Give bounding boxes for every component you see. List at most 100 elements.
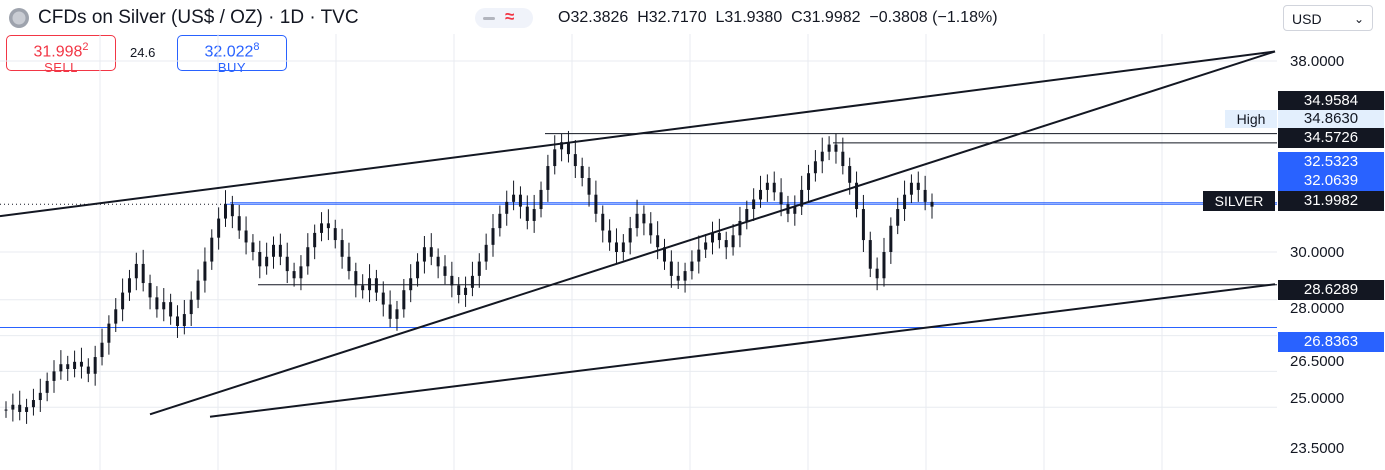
candle-body xyxy=(121,292,125,310)
candle-body xyxy=(505,201,509,214)
candle-body xyxy=(923,189,927,202)
candle-body xyxy=(793,206,797,214)
candle-body xyxy=(772,182,776,193)
chart-title: CFDs on Silver (US$ / OZ) · 1D · TVC xyxy=(38,7,359,28)
candle-body xyxy=(11,404,15,410)
currency-select[interactable]: USD ⌄ xyxy=(1283,5,1373,31)
candle-body xyxy=(313,232,317,248)
axis-tick-label: 28.0000 xyxy=(1290,300,1345,317)
ohlc-readout: O32.3826 H32.7170 L31.9380 C31.9982 −0.3… xyxy=(558,9,998,27)
sell-price-sup: 2 xyxy=(82,41,89,53)
candle-body xyxy=(354,271,358,286)
candle-body xyxy=(614,242,618,252)
candle-body xyxy=(601,213,605,231)
candle-body xyxy=(738,220,742,236)
candle-body xyxy=(381,292,385,305)
candle-body xyxy=(368,278,372,291)
candle-body xyxy=(93,357,97,374)
candle-body xyxy=(66,364,70,369)
candle-body xyxy=(662,247,666,262)
candle-body xyxy=(848,166,852,183)
candle-body xyxy=(52,371,56,381)
candle-body xyxy=(272,244,276,257)
wave-icon[interactable]: ≈ xyxy=(505,7,515,26)
candle-body xyxy=(697,249,701,262)
candle-body xyxy=(443,266,447,276)
candle-body xyxy=(134,263,138,279)
candle-body xyxy=(402,290,406,310)
high-value: 32.7170 xyxy=(648,9,707,26)
candle-body xyxy=(868,240,872,269)
candle-body xyxy=(855,182,859,210)
candle-body xyxy=(656,235,660,248)
axis-tick-label: 30.0000 xyxy=(1290,244,1345,261)
candle-body xyxy=(875,268,879,279)
candle-body xyxy=(889,225,893,252)
candle-body xyxy=(107,323,111,343)
candle-body xyxy=(621,242,625,252)
candle-body xyxy=(827,144,831,152)
price-tag: 34.5726 xyxy=(1278,128,1384,148)
candle-body xyxy=(45,380,49,393)
buy-button[interactable]: 32.0228 BUY xyxy=(177,35,287,76)
candle-body xyxy=(518,194,522,207)
candle-body xyxy=(498,213,502,229)
candle-body xyxy=(560,142,564,150)
trendline xyxy=(209,283,1276,418)
candle-body xyxy=(464,287,468,295)
candle-body xyxy=(546,166,550,190)
candle-body xyxy=(477,261,481,276)
indicator-toggle-pill[interactable]: ≈ xyxy=(475,7,533,28)
sell-price: 31.9982 xyxy=(7,38,115,61)
candle-body xyxy=(182,314,186,327)
high-marker-label: High xyxy=(1225,110,1277,128)
candle-body xyxy=(258,252,262,267)
sell-label: SELL xyxy=(44,60,78,76)
change-value: −0.3808 (−1.18%) xyxy=(869,9,998,26)
candle-body xyxy=(388,304,392,319)
candle-body xyxy=(841,151,845,167)
last-price-tag: 31.9982 xyxy=(1278,191,1384,211)
candle-body xyxy=(930,201,934,207)
candle-body xyxy=(909,182,913,195)
candle-body xyxy=(759,189,763,200)
sell-button[interactable]: 31.9982 SELL xyxy=(6,35,116,76)
candle-body xyxy=(73,361,77,369)
candle-body xyxy=(669,261,673,276)
candle-body xyxy=(18,404,22,412)
low-label: L xyxy=(715,9,725,26)
candle-body xyxy=(470,275,474,288)
candle-body xyxy=(450,275,454,286)
axis-tick-label: 23.5000 xyxy=(1290,440,1345,457)
high-label: H xyxy=(637,9,649,26)
axis-tick-label: 26.5000 xyxy=(1290,353,1345,370)
candle-body xyxy=(429,247,433,257)
candle-body xyxy=(436,256,440,267)
open-label: O xyxy=(558,9,571,26)
candle-body xyxy=(223,204,227,219)
candle-body xyxy=(196,280,200,300)
currency-value: USD xyxy=(1292,11,1322,27)
trendline xyxy=(0,50,1276,218)
candle-body xyxy=(155,297,159,310)
buy-price: 32.0228 xyxy=(178,38,286,61)
candle-body xyxy=(553,149,557,167)
candle-body xyxy=(320,223,324,233)
candle-body xyxy=(525,206,529,221)
symbol-label: SILVER xyxy=(1203,191,1275,211)
candle-body xyxy=(217,218,221,238)
buy-label: BUY xyxy=(217,60,247,76)
candle-body xyxy=(86,366,90,374)
candle-body xyxy=(587,177,591,195)
candle-body xyxy=(189,299,193,315)
high-marker-value: 34.8630 xyxy=(1278,110,1384,128)
minus-icon[interactable] xyxy=(483,17,495,20)
candle-body xyxy=(813,161,817,174)
close-label: C xyxy=(791,9,803,26)
candle-body xyxy=(752,199,756,210)
spread-value: 24.6 xyxy=(130,45,156,60)
candle-body xyxy=(203,261,207,281)
candle-body xyxy=(237,216,241,231)
candle-body xyxy=(539,189,543,210)
